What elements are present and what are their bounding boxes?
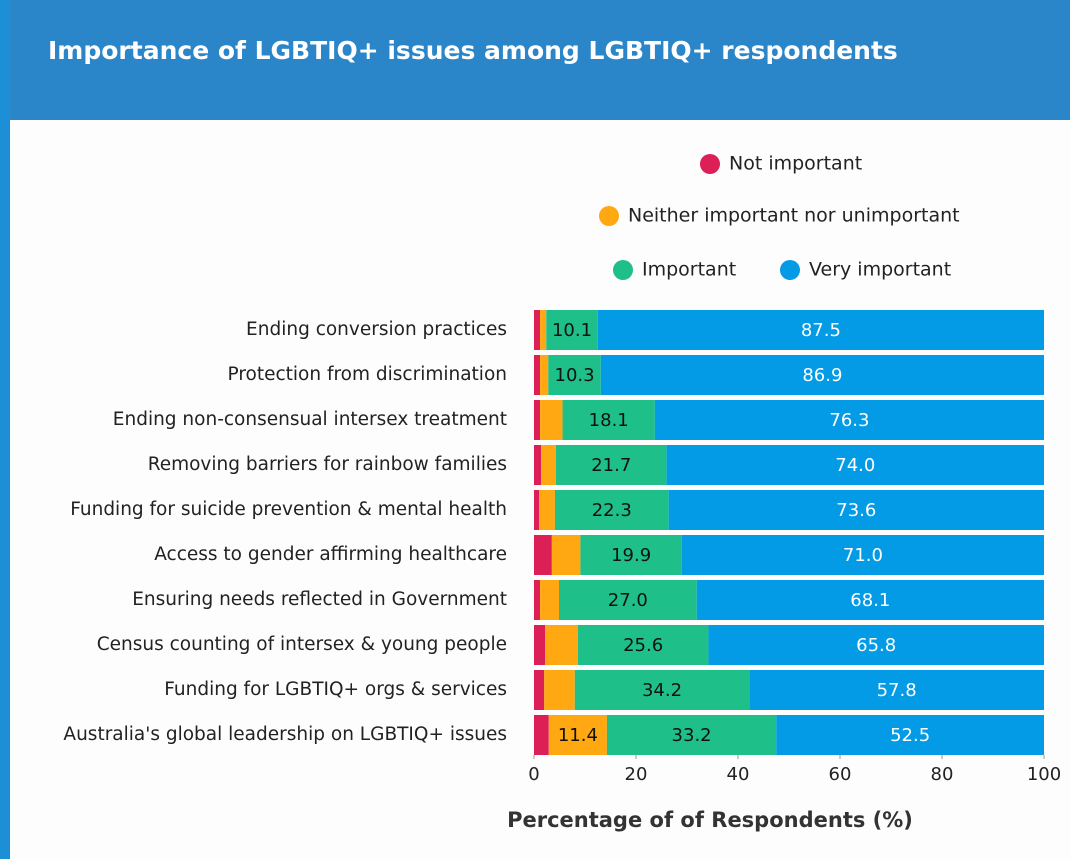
- data-label: 18.1: [589, 410, 629, 431]
- data-label: 68.1: [850, 590, 890, 611]
- legend-label: Not important: [729, 153, 862, 175]
- x-axis-label: Percentage of of Respondents (%): [507, 808, 913, 832]
- y-tick-label: Australia's global leadership on LGBTIQ+…: [63, 724, 507, 745]
- x-tick-label: 60: [829, 764, 852, 785]
- bar-segment: [666, 445, 1044, 485]
- bar-segment: [540, 400, 563, 440]
- data-label: 10.1: [552, 320, 592, 341]
- data-label: 25.6: [623, 635, 663, 656]
- bar-segment: [534, 580, 541, 620]
- bar-segment: [577, 625, 709, 665]
- data-label: 10.3: [555, 365, 595, 386]
- bar-segment: [541, 445, 556, 485]
- bar-segment: [545, 625, 578, 665]
- data-label: 65.8: [856, 635, 896, 656]
- y-tick-label: Funding for suicide prevention & mental …: [70, 499, 507, 520]
- legend-marker: [599, 206, 619, 226]
- data-label: 21.7: [591, 455, 631, 476]
- y-tick-label: Census counting of intersex & young peop…: [97, 634, 507, 655]
- chart-title: Importance of LGBTIQ+ issues among LGBTI…: [48, 36, 898, 65]
- left-border: [0, 0, 10, 859]
- bar-segment: [749, 670, 1044, 710]
- y-tick-label: Protection from discrimination: [227, 364, 507, 385]
- bar-segment: [696, 580, 1044, 620]
- bar-segment: [776, 715, 1044, 755]
- bar-segment: [548, 715, 607, 755]
- bar-segment: [548, 355, 601, 395]
- bar-segment: [555, 445, 667, 485]
- data-label: 86.9: [802, 365, 842, 386]
- x-tick-label: 80: [931, 764, 954, 785]
- bar-segment: [534, 445, 542, 485]
- bar-segment: [554, 490, 669, 530]
- bar-segment: [580, 535, 682, 575]
- y-tick-label: Ensuring needs reflected in Government: [132, 589, 507, 610]
- x-tick-label: 20: [625, 764, 648, 785]
- bar-segment: [534, 310, 541, 350]
- bar-segment: [597, 310, 1044, 350]
- data-label: 33.2: [672, 725, 712, 746]
- x-tick-label: 100: [1027, 764, 1061, 785]
- data-label: 19.9: [611, 545, 651, 566]
- y-tick-label: Removing barriers for rainbow families: [148, 454, 507, 475]
- y-tick-label: Ending non-consensual intersex treatment: [113, 409, 507, 430]
- data-label: 27.0: [608, 590, 648, 611]
- legend-marker: [700, 154, 720, 174]
- bar-segment: [540, 355, 549, 395]
- bar-segment: [546, 310, 598, 350]
- bar-segment: [544, 670, 575, 710]
- bar-segment: [534, 625, 546, 665]
- data-label: 71.0: [843, 545, 883, 566]
- data-label: 22.3: [592, 500, 632, 521]
- legend-marker: [780, 260, 800, 280]
- bar-segment: [540, 580, 559, 620]
- bar-segment: [539, 490, 555, 530]
- bar-segment: [534, 490, 540, 530]
- y-tick-label: Funding for LGBTIQ+ orgs & services: [164, 679, 507, 700]
- legend-marker: [613, 260, 633, 280]
- data-label: 73.6: [836, 500, 876, 521]
- bar-segment: [600, 355, 1044, 395]
- bar-segment: [540, 310, 547, 350]
- y-tick-label: Access to gender affirming healthcare: [154, 544, 507, 565]
- data-label: 11.4: [558, 725, 598, 746]
- bar-segment: [534, 670, 545, 710]
- bar-segment: [534, 535, 552, 575]
- header: [10, 0, 1070, 120]
- bar-segment: [574, 670, 750, 710]
- bar-segment: [681, 535, 1044, 575]
- y-tick-label: Ending conversion practices: [246, 319, 507, 340]
- data-label: 74.0: [835, 455, 875, 476]
- bar-segment: [534, 355, 541, 395]
- data-label: 52.5: [890, 725, 930, 746]
- bar-segment: [534, 400, 541, 440]
- x-tick-label: 40: [727, 764, 750, 785]
- bar-segment: [534, 715, 549, 755]
- bar-segment: [654, 400, 1044, 440]
- data-label: 87.5: [801, 320, 841, 341]
- bar-segment: [668, 490, 1044, 530]
- legend-label: Neither important nor unimportant: [628, 205, 960, 227]
- legend-label: Important: [642, 259, 736, 281]
- data-label: 34.2: [642, 680, 682, 701]
- x-tick-label: 0: [528, 764, 539, 785]
- bar-segment: [551, 535, 581, 575]
- data-label: 76.3: [829, 410, 869, 431]
- data-label: 57.8: [877, 680, 917, 701]
- bar-segment: [558, 580, 697, 620]
- bar-segment: [562, 400, 655, 440]
- bar-segment: [708, 625, 1044, 665]
- legend-label: Very important: [809, 259, 951, 281]
- bar-segment: [606, 715, 777, 755]
